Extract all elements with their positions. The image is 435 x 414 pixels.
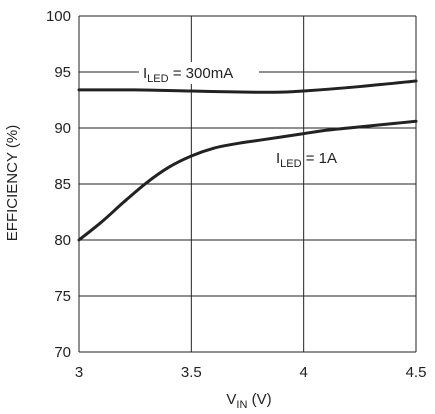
y-tick-label: 85 (54, 176, 71, 193)
y-tick-label: 100 (46, 8, 71, 25)
y-tick-label: 75 (54, 288, 71, 305)
y-axis-label: EFFICIENCY (%) (4, 125, 21, 241)
y-tick-label: 80 (54, 232, 71, 249)
y-tick-label: 70 (54, 344, 71, 361)
series-lines (77, 79, 418, 242)
x-tick-label: 4 (299, 364, 307, 381)
annotation-background (139, 62, 259, 84)
x-tick-label: 3 (75, 364, 83, 381)
tick-labels: 70 75 80 85 90 95 100 3 3.5 4 4.5 (46, 8, 426, 381)
series-line-0 (77, 79, 418, 94)
series-annotations: ILED = 300mA ILED = 1A (139, 62, 337, 170)
x-tick-label: 4.5 (406, 364, 427, 381)
y-tick-label: 95 (54, 64, 71, 81)
series-annotation-1: ILED = 1A (276, 150, 337, 170)
x-axis-label: VIN (V) (226, 391, 271, 411)
series-annotation-0: ILED = 300mA (143, 65, 233, 85)
x-tick-label: 3.5 (181, 364, 202, 381)
y-tick-label: 90 (54, 120, 71, 137)
series-line-1 (77, 119, 418, 242)
